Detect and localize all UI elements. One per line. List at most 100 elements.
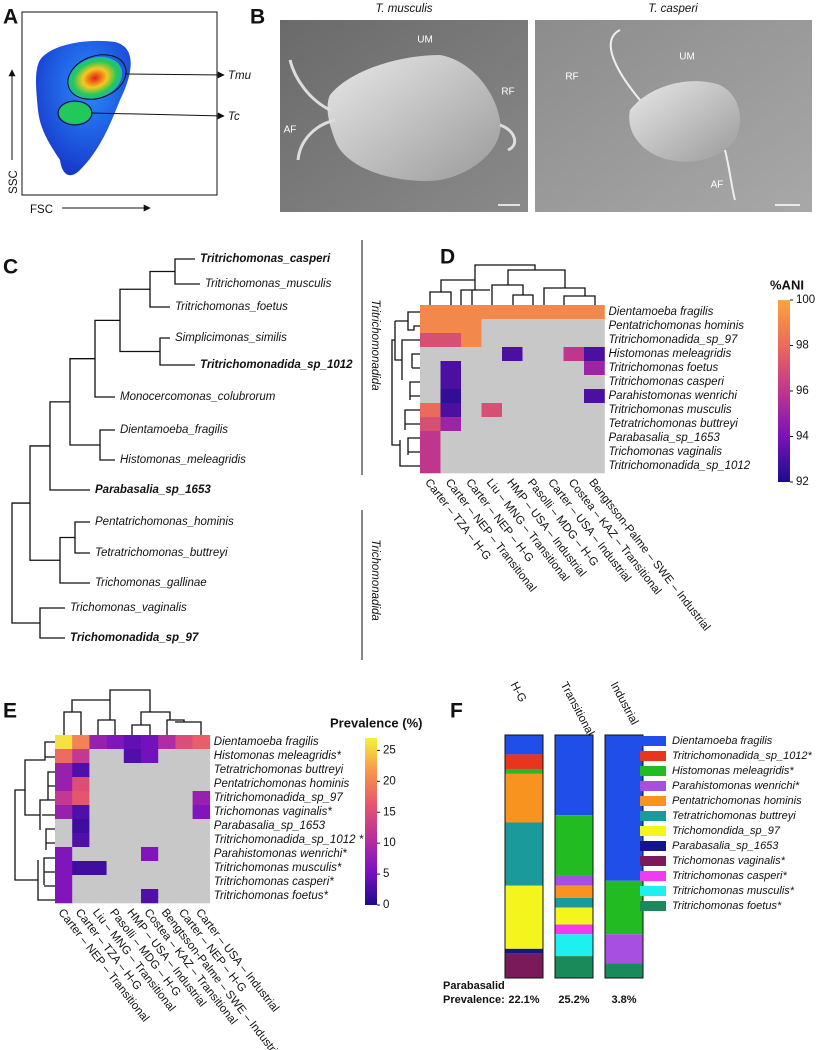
heatmap-cell	[522, 333, 544, 348]
heatmap-cell	[123, 819, 142, 834]
colorbar-tick-label: 0	[383, 899, 389, 911]
bar-segment	[555, 897, 593, 908]
heatmap-cell	[563, 347, 585, 362]
heatmap-cell	[72, 833, 90, 848]
heatmap-cell	[461, 375, 482, 390]
heatmap-cell	[175, 847, 193, 862]
bar-segment	[555, 885, 593, 898]
row-label: Tritrichomonas foetus*	[214, 890, 329, 902]
heatmap-cell	[563, 333, 585, 348]
leaf-label: Simplicimonas_similis	[175, 332, 287, 344]
heatmap-cell	[123, 875, 142, 890]
leaf-label: Dientamoeba_fragilis	[120, 424, 228, 436]
panel-b: B	[250, 6, 812, 212]
heatmap-cell	[563, 417, 585, 432]
row-label: Tritrichomonas musculis*	[214, 862, 342, 874]
row-label: Tritrichomonas musculis	[609, 404, 732, 416]
prevalence-label: 25.2%	[558, 994, 589, 1006]
heatmap-cell	[502, 403, 523, 418]
heatmap-cell	[563, 375, 585, 390]
heatmap-cell	[89, 833, 107, 848]
row-label: Tetratrichomonas buttreyi	[609, 418, 739, 430]
heatmap-cell	[123, 861, 142, 876]
heatmap-cell	[420, 319, 441, 334]
heatmap-cell	[89, 861, 107, 876]
heatmap-cell	[461, 431, 482, 446]
heatmap-cell	[141, 791, 159, 806]
heatmap-cell	[563, 403, 585, 418]
leaf-label: Tritrichomonadida_sp_1012	[200, 359, 353, 371]
gate-pointer	[91, 112, 225, 120]
legend-swatch	[640, 826, 666, 836]
heatmap-cell	[543, 459, 564, 474]
legend-swatch	[640, 751, 666, 761]
heatmap-cell	[481, 389, 503, 404]
heatmap-cell	[522, 375, 544, 390]
leaf-label: Tritrichomonas_musculis	[205, 278, 332, 290]
heatmap-cell	[55, 805, 73, 820]
heatmap-cell	[563, 445, 585, 460]
heatmap-cell	[563, 389, 585, 404]
heatmap-cell	[440, 305, 462, 320]
heatmap-cell	[106, 777, 125, 792]
heatmap-cell	[72, 861, 90, 876]
legend-swatch	[640, 856, 666, 866]
prevalence-label: 22.1%	[508, 994, 539, 1006]
colorbar-tick-label: 94	[796, 431, 809, 443]
heatmap-cell	[420, 459, 441, 474]
heatmap-cell	[192, 791, 211, 806]
heatmap-cell	[502, 319, 523, 334]
panel-a: A Tmu Tc SSC FSC	[3, 6, 252, 216]
heatmap-cell	[481, 305, 503, 320]
heatmap-cell	[72, 889, 90, 904]
heatmap-cell	[563, 361, 585, 376]
heatmap-cell	[158, 819, 176, 834]
panel-label: A	[3, 6, 18, 29]
bar-segment	[505, 953, 543, 978]
heatmap-cell	[106, 861, 125, 876]
heatmap-cell	[502, 375, 523, 390]
heatmap-cell	[440, 347, 462, 362]
structure-label: AF	[711, 180, 724, 191]
heatmap-cell	[420, 347, 441, 362]
heatmap-cell	[192, 847, 211, 862]
heatmap-cell	[563, 305, 585, 320]
tree-branch	[11, 502, 40, 624]
leaf-label: Tritrichomonas_foetus	[175, 301, 288, 313]
row-label: Parabasalia_sp_1653	[214, 820, 326, 832]
row-label: Parahistomonas wenrichi	[609, 390, 738, 402]
heatmap-cell	[461, 305, 482, 320]
heatmap-cell	[543, 333, 564, 348]
heatmap-cell	[72, 847, 90, 862]
heatmap-cell	[175, 791, 193, 806]
heatmap-cell	[55, 791, 73, 806]
heatmap-cell	[106, 847, 125, 862]
legend-label: Histomonas meleagridis*	[672, 765, 794, 777]
heatmap-cell	[175, 763, 193, 778]
tree-branch	[29, 445, 60, 561]
heatmap-cell	[89, 805, 107, 820]
heatmap-cell	[106, 749, 125, 764]
heatmap-cell	[192, 861, 211, 876]
dendrogram	[14, 264, 596, 901]
heatmap-cell	[72, 875, 90, 890]
legend-swatch	[640, 901, 666, 911]
image-title: T. musculis	[375, 3, 432, 15]
heatmap-cell	[106, 833, 125, 848]
heatmap-cell	[481, 431, 503, 446]
heatmap-cell	[158, 749, 176, 764]
heatmap-cell	[543, 361, 564, 376]
legend-swatch	[640, 841, 666, 851]
prevalence-label: 3.8%	[611, 994, 636, 1006]
heatmap-cell	[141, 735, 159, 750]
heatmap-cell	[175, 777, 193, 792]
heatmap-cell	[106, 819, 125, 834]
bar-segment	[605, 934, 643, 964]
legend-label: Tritrichomonas foetus*	[672, 900, 782, 912]
heatmap-cell	[522, 305, 544, 320]
legend-swatch	[640, 796, 666, 806]
heatmap-cell	[89, 749, 107, 764]
bar-segment	[555, 956, 593, 978]
bar-segment	[505, 769, 543, 774]
heatmap-cell	[89, 847, 107, 862]
